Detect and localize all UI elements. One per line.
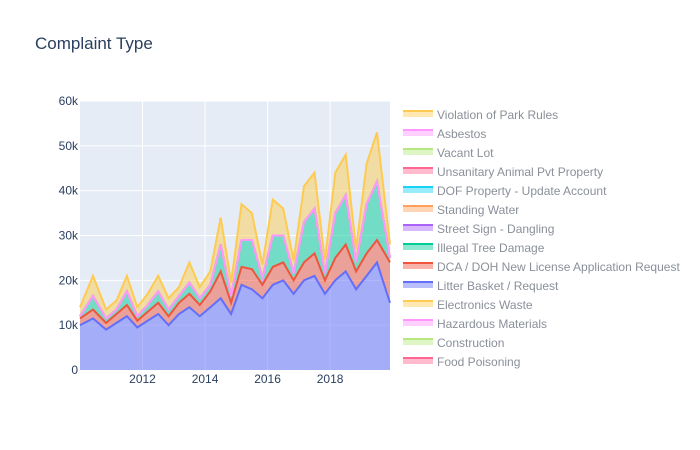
y-tick-label: 50k	[59, 139, 79, 153]
legend-label: DOF Property - Update Account	[437, 184, 607, 198]
legend-swatch	[403, 358, 433, 364]
legend-item[interactable]: Litter Basket / Request	[403, 279, 559, 293]
series-areas	[80, 132, 390, 370]
legend-label: Food Poisoning	[437, 355, 520, 369]
line-violation-of-park-rules	[79, 132, 391, 312]
legend-item[interactable]: Unsanitary Animal Pvt Property	[403, 165, 603, 179]
legend-item[interactable]: Violation of Park Rules	[403, 108, 558, 122]
legend-label: Unsanitary Animal Pvt Property	[437, 165, 603, 179]
legend-swatch	[403, 339, 433, 345]
legend-item[interactable]: Electronics Waste	[403, 298, 533, 312]
legend-label: Street Sign - Dangling	[437, 222, 554, 236]
legend-label: Electronics Waste	[437, 298, 533, 312]
x-tick-label: 2014	[192, 372, 219, 386]
line-litter-basket-request	[79, 260, 391, 331]
legend-swatch	[403, 187, 433, 193]
y-tick-label: 0	[71, 363, 78, 377]
legend[interactable]: Violation of Park Rules Asbestos Vacant Lo…	[403, 108, 680, 369]
legend-item[interactable]: Vacant Lot	[403, 146, 494, 160]
legend-label: Violation of Park Rules	[437, 108, 558, 122]
y-axis-ticks: 0 10k 20k 30k 40k 50k 60k	[59, 94, 79, 377]
legend-label: Standing Water	[437, 203, 519, 217]
legend-swatch	[403, 263, 433, 269]
legend-item[interactable]: DOF Property - Update Account	[403, 184, 607, 198]
legend-item[interactable]: DCA / DOH New License Application Reques…	[403, 260, 680, 274]
legend-item[interactable]: Standing Water	[403, 203, 519, 217]
x-tick-label: 2016	[254, 372, 281, 386]
legend-swatch	[403, 301, 433, 307]
area-violation-of-park-rules	[80, 132, 390, 319]
x-tick-label: 2012	[129, 372, 156, 386]
y-tick-label: 10k	[59, 318, 79, 332]
line-dca-doh-new-license-application-request	[79, 238, 391, 325]
legend-swatch	[403, 244, 433, 250]
legend-label: Illegal Tree Damage	[437, 241, 545, 255]
legend-swatch	[403, 130, 433, 136]
area-illegal-tree-damage	[80, 181, 390, 323]
line-asbestos	[79, 178, 391, 320]
legend-item[interactable]: Construction	[403, 336, 504, 350]
legend-swatch	[403, 149, 433, 155]
legend-item[interactable]: Illegal Tree Damage	[403, 241, 545, 255]
legend-item[interactable]: Food Poisoning	[403, 355, 520, 369]
legend-item[interactable]: Asbestos	[403, 127, 486, 141]
legend-swatch	[403, 282, 433, 288]
legend-label: Hazardous Materials	[437, 317, 547, 331]
legend-item[interactable]: Hazardous Materials	[403, 317, 547, 331]
y-tick-label: 30k	[59, 229, 79, 243]
area-dca-doh-new-license-application-request	[80, 240, 390, 330]
legend-swatch	[403, 320, 433, 326]
legend-label: Litter Basket / Request	[437, 279, 559, 293]
chart-title: Complaint Type	[35, 34, 153, 53]
legend-label: Asbestos	[437, 127, 486, 141]
legend-label: Construction	[437, 336, 504, 350]
legend-label: Vacant Lot	[437, 146, 494, 160]
x-axis-ticks: 2012 2014 2016 2018	[129, 372, 344, 386]
y-tick-label: 40k	[59, 184, 79, 198]
x-tick-label: 2018	[317, 372, 344, 386]
legend-swatch	[403, 206, 433, 212]
series-lines	[79, 132, 391, 331]
legend-swatch	[403, 111, 433, 117]
y-tick-label: 20k	[59, 273, 79, 287]
legend-swatch	[403, 168, 433, 174]
legend-item[interactable]: Street Sign - Dangling	[403, 222, 554, 236]
legend-swatch	[403, 225, 433, 231]
y-tick-label: 60k	[59, 94, 79, 108]
area-litter-basket-request	[80, 262, 390, 370]
legend-label: DCA / DOH New License Application Reques…	[437, 260, 680, 274]
